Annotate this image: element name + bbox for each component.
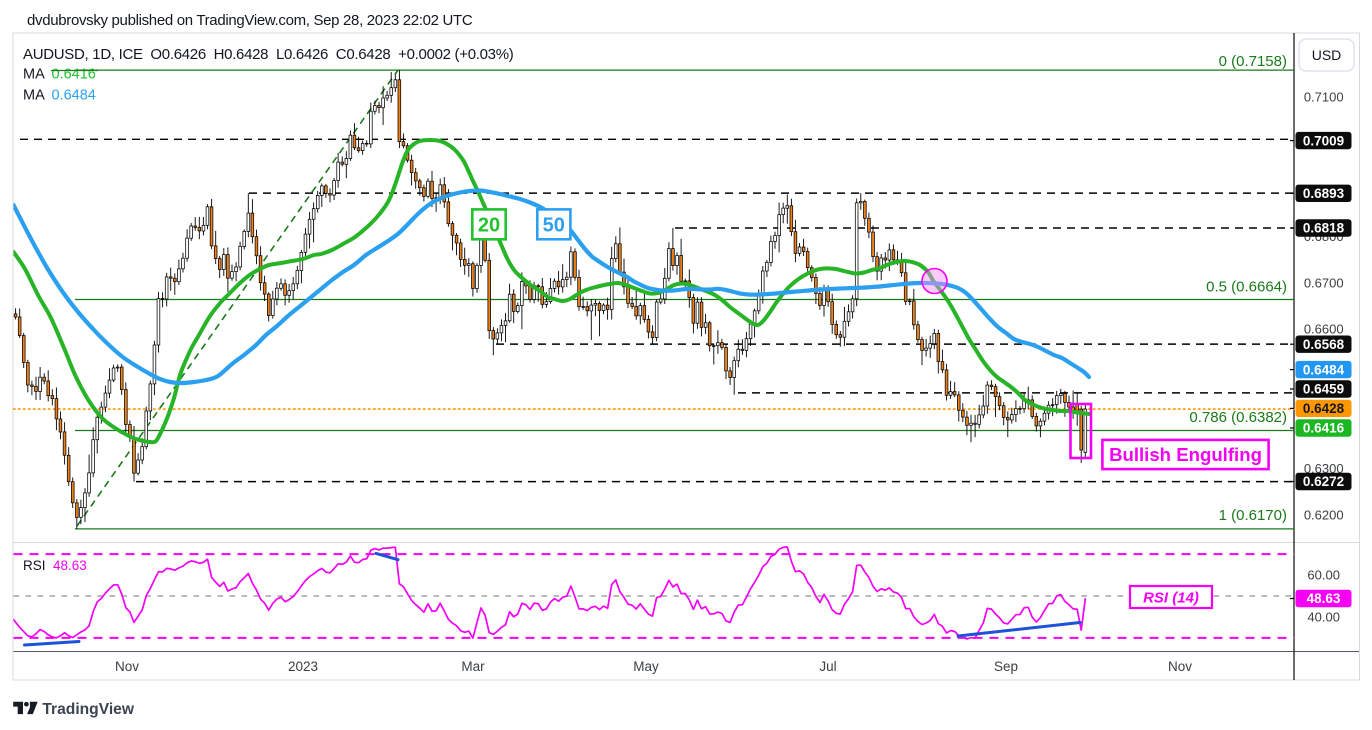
svg-text:0 (0.7158): 0 (0.7158)	[1219, 53, 1287, 70]
svg-text:0.6484: 0.6484	[1303, 362, 1345, 377]
svg-text:Sep: Sep	[994, 659, 1018, 674]
svg-text:0.6300: 0.6300	[1304, 461, 1344, 476]
svg-text:Bullish Engulfing: Bullish Engulfing	[1109, 444, 1262, 465]
svg-text:0.6818: 0.6818	[1303, 221, 1345, 236]
svg-text:0.7009: 0.7009	[1303, 133, 1344, 148]
svg-text:2023: 2023	[288, 659, 318, 674]
svg-text:0.6568: 0.6568	[1303, 337, 1345, 352]
svg-text:0.6416: 0.6416	[1303, 421, 1345, 436]
svg-text:0.6416: 0.6416	[52, 67, 96, 83]
svg-text:TradingView: TradingView	[42, 701, 134, 718]
svg-text:40.00: 40.00	[1307, 610, 1340, 625]
svg-text:RSI (14): RSI (14)	[1143, 590, 1199, 607]
svg-text:AUDUSD, 1D, ICE O0.6426 H0.6: AUDUSD, 1D, ICE O0.6426 H0.6428 L0.6426 …	[23, 46, 514, 63]
svg-text:0.6893: 0.6893	[1303, 186, 1345, 201]
svg-text:0.7100: 0.7100	[1304, 90, 1344, 105]
svg-text:0.6200: 0.6200	[1304, 508, 1344, 523]
svg-text:20: 20	[478, 215, 500, 237]
svg-text:Nov: Nov	[115, 659, 139, 674]
svg-text:Nov: Nov	[1168, 659, 1192, 674]
svg-text:48.63: 48.63	[53, 558, 87, 573]
svg-text:0.786 (0.6382): 0.786 (0.6382)	[1189, 409, 1287, 426]
svg-text:dvdubrovsky published on Tradi: dvdubrovsky published on TradingView.com…	[27, 12, 473, 29]
svg-text:0.6459: 0.6459	[1303, 382, 1344, 397]
svg-text:0.6484: 0.6484	[52, 88, 96, 104]
svg-text:50: 50	[543, 215, 565, 237]
svg-text:0.6428: 0.6428	[1303, 401, 1345, 416]
svg-text:1 (0.6170): 1 (0.6170)	[1219, 507, 1287, 524]
svg-text:48.63: 48.63	[1307, 591, 1341, 606]
svg-text:0.6600: 0.6600	[1304, 322, 1344, 337]
svg-text:60.00: 60.00	[1307, 568, 1340, 583]
svg-text:Jul: Jul	[819, 659, 836, 674]
svg-text:USD: USD	[1312, 47, 1342, 63]
svg-text:0.5 (0.6664): 0.5 (0.6664)	[1206, 279, 1287, 296]
svg-text:0.6272: 0.6272	[1303, 474, 1344, 489]
svg-text:MA: MA	[23, 88, 45, 104]
svg-text:May: May	[633, 659, 659, 674]
svg-text:RSI: RSI	[23, 558, 46, 573]
svg-text:0.6700: 0.6700	[1304, 276, 1344, 291]
svg-text:Mar: Mar	[461, 659, 485, 674]
svg-text:MA: MA	[23, 67, 45, 83]
